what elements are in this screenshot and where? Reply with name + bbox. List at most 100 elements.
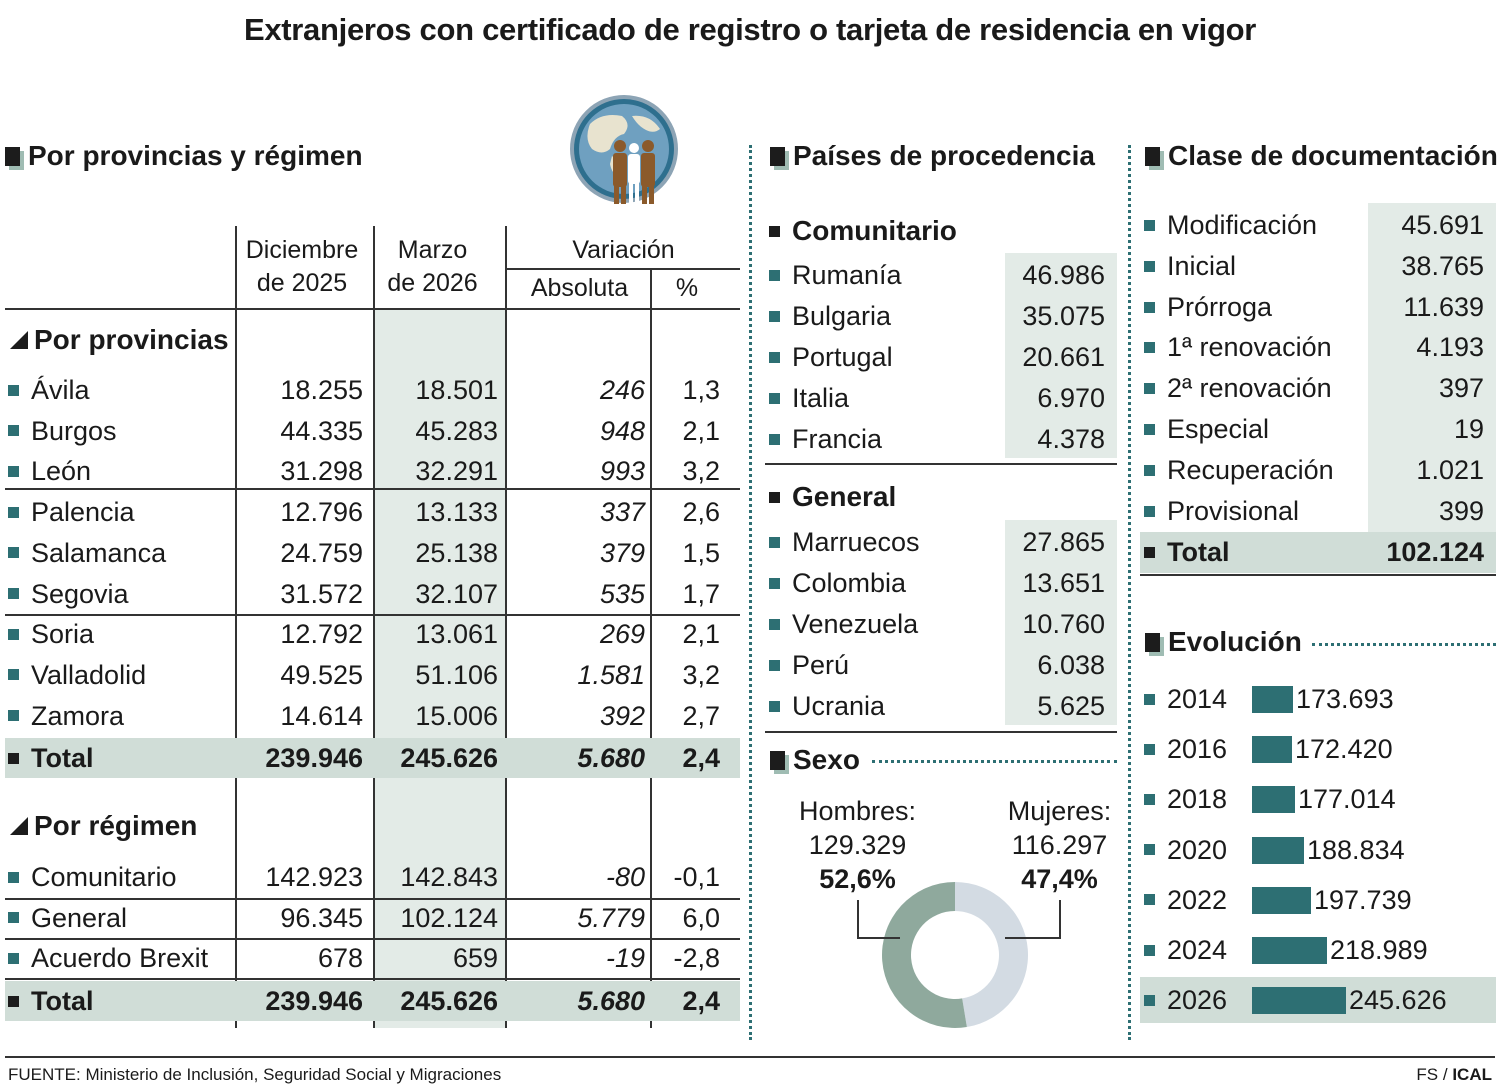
value-pct: 2,4 xyxy=(682,986,720,1017)
row-rule xyxy=(5,978,740,980)
evolucion-value: 245.626 xyxy=(1349,985,1447,1016)
column-separator xyxy=(749,145,752,1040)
table-total-row: Total 239.946 245.626 5.680 2,4 xyxy=(5,981,740,1022)
marzo-column-shade xyxy=(375,310,505,1028)
sexo-donut-chart xyxy=(857,882,1061,1028)
bullet-icon xyxy=(769,701,780,712)
row-rule xyxy=(5,938,740,940)
row-name: Acuerdo Brexit xyxy=(8,938,208,978)
bullet-icon xyxy=(8,871,19,883)
bullet-icon xyxy=(8,425,19,437)
bullet-icon xyxy=(1144,944,1155,956)
row-label: Acuerdo Brexit xyxy=(31,943,209,974)
country-name: Marruecos xyxy=(769,522,920,563)
value-marzo: 102.124 xyxy=(400,902,498,933)
value-marzo: 51.106 xyxy=(415,659,498,690)
table-row: General 96.345 102.124 5.779 6,0 xyxy=(5,898,740,938)
country-name: Perú xyxy=(769,645,849,686)
bullet-icon xyxy=(1144,994,1155,1006)
value-diciembre: 18.255 xyxy=(280,375,363,405)
globe-people-icon xyxy=(570,95,678,204)
country-label: Italia xyxy=(792,383,850,413)
col-rule xyxy=(650,270,652,1028)
evolucion-value: 218.989 xyxy=(1330,935,1428,965)
evolucion-year: 2018 xyxy=(1144,776,1227,822)
row-name: General xyxy=(8,898,127,938)
row-label: Total xyxy=(31,743,94,774)
row-label: Soria xyxy=(31,619,95,650)
bullet-icon xyxy=(1144,844,1155,856)
value-diciembre: 678 xyxy=(317,943,363,974)
value-absoluta: 1.581 xyxy=(577,659,645,690)
value-marzo: 45.283 xyxy=(415,415,498,446)
value-absoluta: 5.680 xyxy=(577,986,645,1017)
values-shade xyxy=(1005,520,1117,725)
value-absoluta: 535 xyxy=(599,578,645,609)
evolucion-value: 172.420 xyxy=(1295,734,1393,765)
country-name: Ucrania xyxy=(769,686,885,727)
bullet-icon xyxy=(8,952,19,964)
value-marzo: 13.133 xyxy=(415,497,498,528)
value-absoluta: 993 xyxy=(599,456,645,487)
clase-row: Inicial 38.765 xyxy=(1140,246,1496,287)
clase-label: Inicial xyxy=(1167,250,1237,281)
evolucion-value: 197.739 xyxy=(1314,884,1412,915)
country-value: 27.865 xyxy=(1022,527,1105,557)
value-pct: 3,2 xyxy=(682,659,720,690)
bullet-icon xyxy=(1144,424,1155,435)
bullet-icon xyxy=(769,352,780,363)
clase-name: Modificación xyxy=(1144,205,1317,246)
value-absoluta: 379 xyxy=(599,537,645,568)
value-diciembre: 96.345 xyxy=(280,902,363,933)
evolucion-year-label: 2016 xyxy=(1167,734,1228,765)
country-row: Bulgaria 35.075 xyxy=(765,296,1117,337)
clase-value: 397 xyxy=(1438,373,1484,404)
bullet-icon xyxy=(8,506,19,518)
value-pct: 2,4 xyxy=(682,743,720,774)
value-pct: 1,5 xyxy=(682,537,720,568)
mujeres-leader-line xyxy=(1005,900,1061,939)
bullet-icon xyxy=(1144,260,1155,272)
clase-row: Modificación 45.691 xyxy=(1140,205,1496,246)
evolucion-year-label: 2026 xyxy=(1167,985,1228,1016)
dotted-leader xyxy=(1312,643,1496,646)
evolucion-row: 2018 177.014 xyxy=(1140,776,1496,822)
clase-value: 4.193 xyxy=(1416,332,1484,363)
section-header-provincias: Por provincias y régimen xyxy=(5,140,363,172)
section-square-icon xyxy=(5,146,20,166)
bullet-icon xyxy=(8,669,19,681)
value-marzo: 32.291 xyxy=(415,456,498,487)
clase-label: 2ª renovación xyxy=(1167,373,1332,404)
triangle-icon xyxy=(10,331,28,349)
country-label: Portugal xyxy=(792,342,893,372)
row-label: Palencia xyxy=(31,497,135,528)
evolucion-value: 173.693 xyxy=(1296,684,1394,714)
clase-label: Provisional xyxy=(1167,495,1300,526)
value-pct: 2,7 xyxy=(682,700,720,731)
value-pct: 1,7 xyxy=(682,578,720,609)
value-marzo: 245.626 xyxy=(400,743,498,774)
clase-name: Recuperación xyxy=(1144,450,1334,491)
clase-total-rule xyxy=(1140,574,1496,576)
value-diciembre: 239.946 xyxy=(265,743,363,774)
clase-row: Especial 19 xyxy=(1140,409,1496,450)
subheader-por-regimen: Por régimen xyxy=(10,810,197,842)
group-general: General xyxy=(769,481,896,513)
country-value: 46.986 xyxy=(1022,260,1105,290)
country-label: Venezuela xyxy=(792,609,919,639)
row-label: Valladolid xyxy=(31,659,147,690)
country-value: 5.625 xyxy=(1037,691,1105,721)
sexo-mujeres: Mujeres: 116.297 47,4% xyxy=(1007,796,1112,894)
country-name: Bulgaria xyxy=(769,296,891,337)
evolucion-year: 2022 xyxy=(1144,877,1227,923)
paises-block: Comunitario Rumanía 46.986 Bulgaria 35.075 P… xyxy=(765,215,1117,735)
evolucion-row: 2026 245.626 xyxy=(1140,977,1496,1024)
country-name: Francia xyxy=(769,419,882,460)
hombres-leader-line xyxy=(857,900,900,939)
country-row: Venezuela 10.760 xyxy=(765,604,1117,645)
bullet-icon xyxy=(769,578,780,589)
footer-source: FUENTE: Ministerio de Inclusión, Segurid… xyxy=(8,1065,502,1084)
row-name: Total xyxy=(8,981,94,1021)
bullet-icon xyxy=(1144,743,1155,755)
header-rule xyxy=(5,308,740,310)
